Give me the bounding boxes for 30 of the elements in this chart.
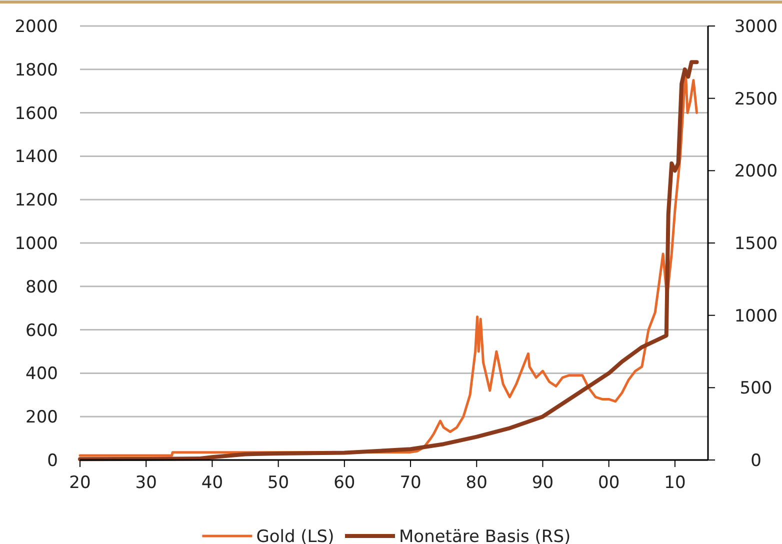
y2-tick-label: 2500	[734, 89, 778, 110]
legend-label: Monetäre Basis (RS)	[399, 527, 571, 544]
x-tick-label: 00	[598, 473, 620, 493]
legend-label: Gold (LS)	[256, 527, 334, 544]
y-tick-label: 1800	[14, 60, 58, 80]
x-tick-label: 90	[532, 473, 554, 493]
y-tick-label: 0	[47, 451, 58, 471]
x-tick-label: 70	[400, 473, 422, 493]
x-tick-label: 50	[267, 473, 290, 493]
y-tick-label: 200	[26, 408, 58, 428]
y2-tick-label: 0	[750, 451, 762, 471]
y-tick-label: 1400	[14, 147, 58, 168]
y2-tick-label: 2000	[734, 162, 778, 182]
y2-tick-label: 3000	[734, 17, 778, 37]
y-tick-label: 600	[26, 320, 58, 341]
x-tick-label: 10	[664, 473, 686, 493]
y2-tick-label: 500	[740, 378, 772, 399]
y2-tick-label: 1500	[734, 234, 778, 254]
y-tick-label: 1000	[14, 234, 58, 254]
x-tick-label: 30	[135, 473, 157, 493]
x-tick-label: 20	[69, 473, 91, 493]
x-tick-label: 60	[334, 473, 356, 493]
y-tick-label: 1200	[14, 190, 58, 211]
y-tick-label: 1600	[14, 104, 58, 124]
x-tick-label: 80	[466, 473, 488, 493]
y-tick-label: 800	[26, 277, 58, 298]
y-tick-label: 2000	[14, 17, 58, 37]
y-tick-label: 400	[26, 364, 58, 384]
y2-tick-label: 1000	[734, 306, 778, 326]
x-tick-label: 40	[201, 473, 224, 493]
